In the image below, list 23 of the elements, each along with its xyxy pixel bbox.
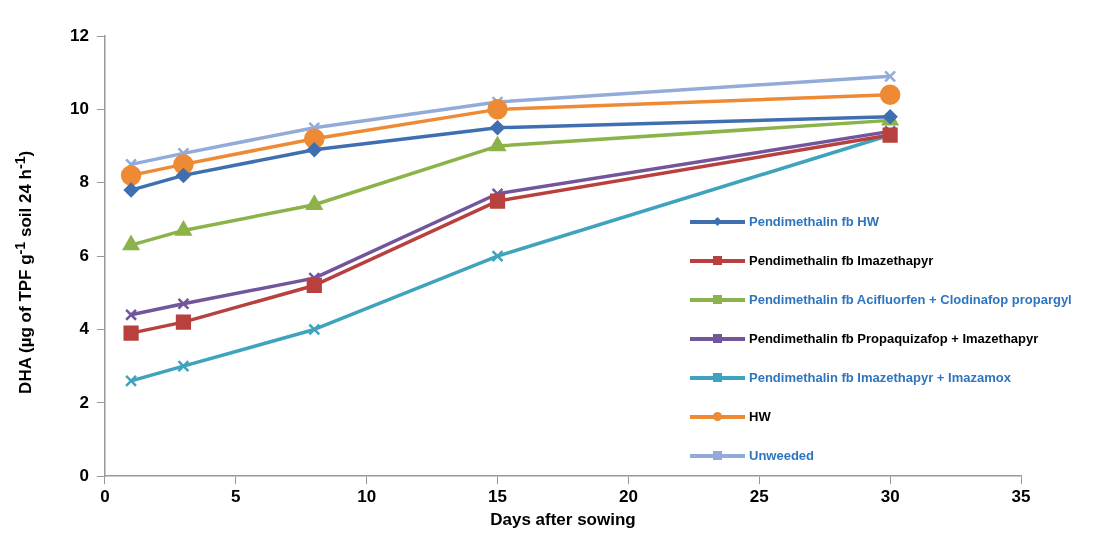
- legend-label: Pendimethalin fb Propaquizafop + Imazethapyr: [749, 331, 1039, 346]
- y-tick-label: 0: [79, 465, 89, 485]
- legend-label: Pendimethalin fb Imazethapyr: [749, 253, 934, 268]
- y-tick-label: 4: [79, 319, 90, 339]
- y-tick-label: 12: [69, 25, 89, 45]
- x-tick-label: 25: [749, 487, 769, 507]
- y-tick-label: 10: [69, 99, 89, 119]
- x-tick-label: 10: [357, 487, 377, 507]
- legend-label: HW: [749, 409, 771, 424]
- legend-label: Pendimethalin fb HW: [749, 214, 879, 229]
- x-tick-label: 30: [880, 487, 900, 507]
- x-tick-label: 5: [231, 487, 241, 507]
- x-tick-label: 35: [1011, 487, 1031, 507]
- y-tick-label: 2: [79, 392, 89, 412]
- legend-label: Pendimethalin fb Acifluorfen + Clodinafop propargyl: [749, 292, 1072, 307]
- x-tick-label: 20: [618, 487, 638, 507]
- x-tick-label: 0: [100, 487, 110, 507]
- x-axis-title: Days after sowing: [490, 510, 636, 530]
- y-tick-label: 8: [79, 172, 89, 192]
- legend-label: Unweeded: [749, 448, 815, 463]
- x-tick-label: 15: [488, 487, 507, 507]
- legend-label: Pendimethalin fb Imazethapyr + Imazamox: [749, 370, 1011, 385]
- y-tick-label: 6: [79, 245, 89, 265]
